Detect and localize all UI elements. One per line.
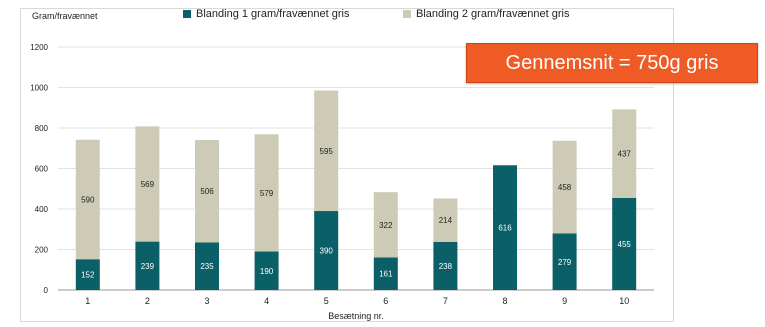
y-tick-label: 1000	[30, 84, 48, 93]
bar-2-10	[612, 109, 637, 198]
x-tick-label: 6	[383, 296, 388, 306]
y-tick-label: 800	[35, 124, 49, 133]
bar-2-3	[195, 139, 219, 243]
x-tick-label: 1	[85, 296, 90, 306]
x-tick-label: 2	[145, 296, 150, 306]
x-tick-label: 8	[502, 296, 507, 306]
y-tick-label: 0	[44, 286, 49, 295]
data-label: 590	[81, 195, 95, 204]
legend-swatch-series-2	[403, 10, 411, 18]
y-tick-label: 400	[35, 205, 49, 214]
data-label: 152	[81, 271, 95, 280]
data-label: 569	[141, 180, 155, 189]
data-label: 616	[498, 224, 512, 233]
x-tick-label: 3	[204, 296, 209, 306]
bar-1-9	[552, 233, 577, 290]
bar-1-2	[135, 241, 160, 290]
bar-1-10	[612, 197, 637, 290]
data-label: 190	[260, 267, 274, 276]
bar-1-5	[314, 211, 339, 290]
data-label: 455	[618, 240, 632, 249]
data-label: 579	[260, 189, 274, 198]
legend-label-series-2: Blanding 2 gram/fravænnet gris	[416, 8, 570, 20]
x-axis-title: Besætning nr.	[328, 311, 384, 321]
data-label: 506	[200, 187, 214, 196]
bar-1-1	[75, 259, 100, 290]
bar-1-3	[195, 242, 219, 290]
x-tick-label: 9	[562, 296, 567, 306]
x-tick-label: 7	[443, 296, 448, 306]
data-label: 390	[320, 247, 334, 256]
data-label: 595	[320, 147, 334, 156]
legend-item-series-1: Blanding 1 gram/fravænnet gris	[183, 8, 349, 20]
y-tick-label: 200	[35, 246, 49, 255]
y-tick-label: 600	[35, 165, 49, 174]
data-label: 161	[379, 270, 393, 279]
bar-2-4	[254, 134, 279, 252]
legend-label-series-1: Blanding 1 gram/fravænnet gris	[196, 8, 350, 20]
bar-1-8	[493, 165, 517, 290]
legend-item-series-2: Blanding 2 gram/fravænnet gris	[403, 8, 569, 20]
y-tick-label: 1200	[30, 43, 48, 52]
legend-swatch-series-1	[183, 10, 191, 18]
data-label: 235	[200, 262, 214, 271]
data-label: 458	[558, 183, 572, 192]
data-label: 437	[618, 150, 632, 159]
data-label: 238	[439, 262, 453, 271]
bar-2-6	[373, 192, 398, 258]
bar-1-6	[373, 257, 398, 290]
bar-1-7	[433, 241, 458, 290]
y-axis-title: Gram/fravænnet	[32, 11, 98, 21]
bar-2-1	[75, 139, 100, 260]
bar-2-5	[314, 90, 339, 212]
bar-2-2	[135, 126, 160, 242]
data-label: 214	[439, 216, 453, 225]
data-label: 239	[141, 262, 155, 271]
data-label: 279	[558, 258, 572, 267]
x-tick-label: 5	[324, 296, 329, 306]
bar-2-7	[433, 198, 458, 242]
x-tick-label: 4	[264, 296, 269, 306]
bar-2-9	[552, 140, 577, 234]
data-label: 322	[379, 221, 393, 230]
average-callout: Gennemsnit = 750g gris	[466, 43, 758, 83]
bar-1-4	[254, 251, 279, 290]
x-tick-label: 10	[619, 296, 629, 306]
